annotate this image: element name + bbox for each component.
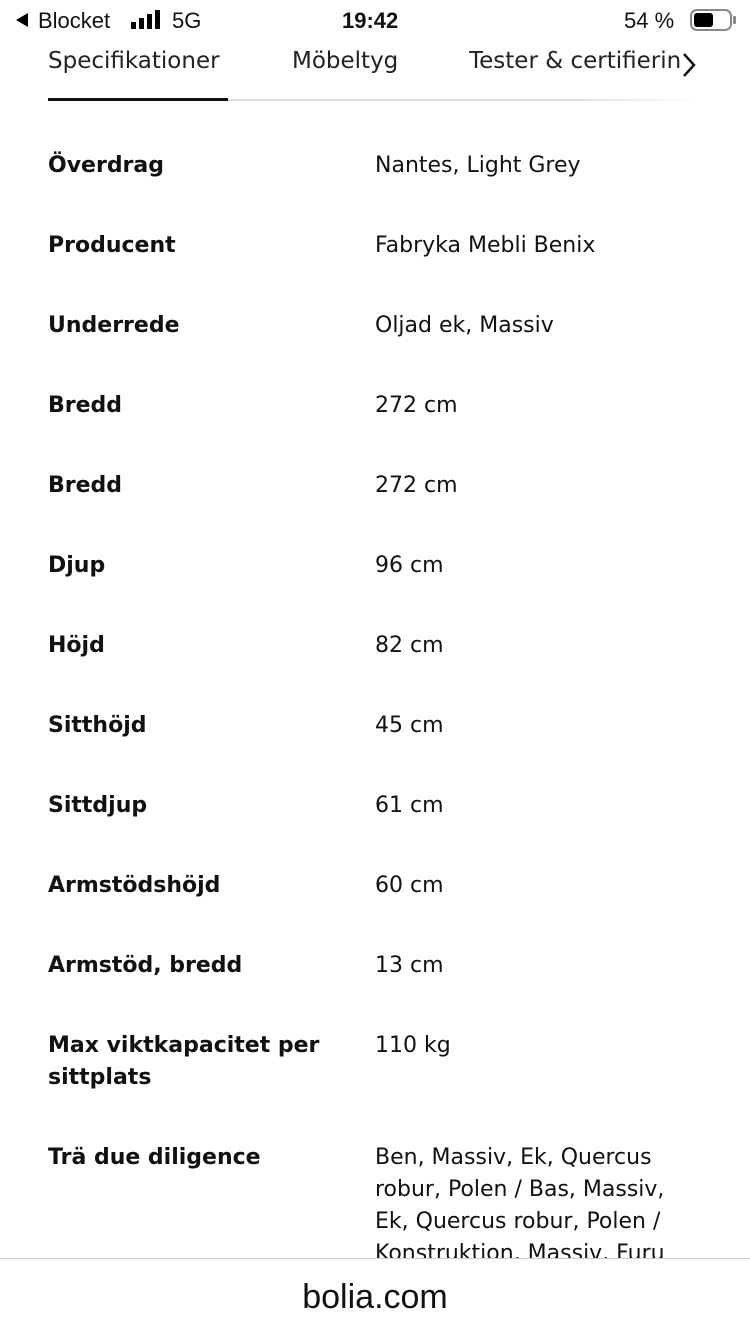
status-bar: Blocket 5G 19:42 54 % [0, 0, 750, 40]
tab-divider [48, 99, 698, 101]
network: 5G [172, 8, 202, 33]
spec-label: Max viktkapacitet per sittplats [48, 1033, 320, 1090]
spec-label: Armstödshöjd [48, 873, 221, 898]
spec-label: Producent [48, 233, 176, 258]
spec-value: 82 cm [375, 633, 444, 658]
spec-list: Överdrag Nantes, Light Grey Producent Fabry… [0, 150, 750, 1258]
spec-row: Höjd 82 cm [0, 630, 750, 662]
tab[interactable]: Möbeltyg [292, 48, 399, 74]
spec-label: Höjd [48, 633, 105, 658]
spec-row: Sitthöjd 45 cm [0, 710, 750, 742]
spec-value: 60 cm [375, 873, 444, 898]
spec-row: Armstöd, bredd 13 cm [0, 950, 750, 982]
spec-label: Överdrag [48, 153, 165, 178]
spec-value: 110 kg [375, 1033, 451, 1058]
spec-value: 272 cm [375, 393, 458, 418]
spec-value: Oljad ek, Massiv [375, 313, 554, 338]
spec-row: Bredd 272 cm [0, 470, 750, 502]
spec-value: 45 cm [375, 713, 444, 738]
time: 19:42 [342, 8, 399, 33]
spec-label: Djup [48, 553, 106, 578]
spec-value: Nantes, Light Grey [375, 153, 581, 178]
tab[interactable]: Specifikationer [48, 48, 220, 74]
spec-label: Sittdjup [48, 793, 148, 818]
spec-label: Sitthöjd [48, 713, 147, 738]
spec-value: 272 cm [375, 473, 458, 498]
spec-row: Underrede Oljad ek, Massiv [0, 310, 750, 342]
signal-icon [131, 10, 160, 29]
spec-label: Underrede [48, 313, 180, 338]
spec-value: Ben, Massiv, Ek, Quercus robur, Polen / … [375, 1145, 665, 1258]
back-app[interactable]: Blocket [38, 8, 111, 33]
battery-level: 54 % [624, 8, 675, 33]
url-bar[interactable]: bolia.com [0, 1258, 750, 1335]
spec-value: 13 cm [375, 953, 444, 978]
spec-label: Trä due diligence [48, 1145, 261, 1170]
scroll-right-icon[interactable] [680, 52, 698, 78]
spec-row: Armstödshöjd 60 cm [0, 870, 750, 902]
spec-label: Bredd [48, 393, 123, 418]
spec-label: Armstöd, bredd [48, 953, 243, 978]
spec-value: 96 cm [375, 553, 444, 578]
spec-row: Sittdjup 61 cm [0, 790, 750, 822]
spec-label: Bredd [48, 473, 123, 498]
spec-row: Bredd 272 cm [0, 390, 750, 422]
spec-row: Trä due diligence Ben, Massiv, Ek, Quercu… [0, 1142, 750, 1258]
spec-row: Djup 96 cm [0, 550, 750, 582]
spec-value: Fabryka Mebli Benix [375, 233, 596, 258]
tab-bar: Specifikationer Möbeltyg Tester & certif… [0, 40, 750, 102]
spec-row: Producent Fabryka Mebli Benix [0, 230, 750, 262]
back-icon[interactable] [14, 12, 30, 28]
spec-row: Max viktkapacitet per sittplats 110 kg [0, 1030, 750, 1094]
spec-row: Överdrag Nantes, Light Grey [0, 150, 750, 182]
spec-value: 61 cm [375, 793, 444, 818]
active-tab-indicator [48, 98, 228, 101]
battery-icon [690, 9, 736, 31]
tab[interactable]: Tester & certifiering [469, 48, 681, 74]
